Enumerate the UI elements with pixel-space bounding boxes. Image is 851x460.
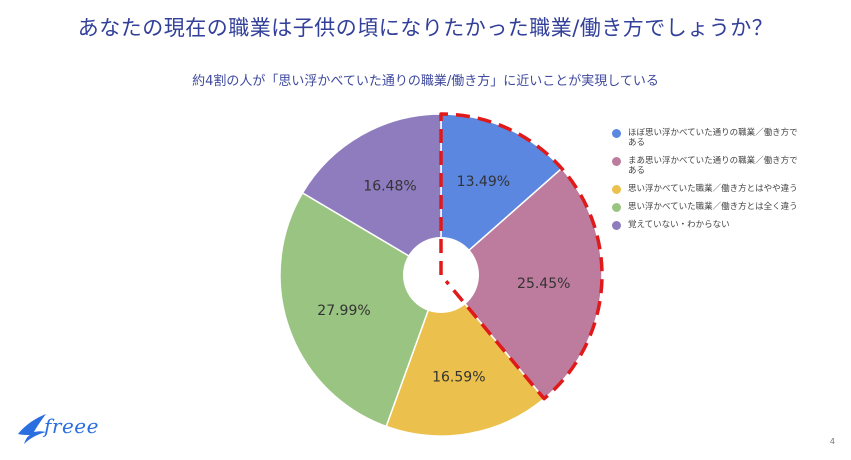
chart-legend: ほぼ思い浮かべていた通りの職業／働き方で ある まあ思い浮かべていた通りの職業／… [612, 128, 837, 238]
slice-value-label-1: 13.49% [457, 174, 510, 190]
page-number: 4 [829, 437, 835, 446]
legend-dot-5 [612, 221, 621, 230]
legend-label-1-line1: ほぼ思い浮かべていた通りの職業／働き方で [628, 128, 798, 138]
legend-item-5: 覚えていない・わからない [612, 220, 837, 230]
legend-dot-4 [612, 203, 621, 212]
slice-value-label-5: 16.48% [363, 178, 416, 194]
slice-value-label-3: 16.59% [432, 369, 485, 385]
freee-logo-bird-icon [18, 414, 46, 444]
legend-label-2-line1: まあ思い浮かべていた通りの職業／働き方で [628, 156, 798, 166]
legend-label-2-line2: ある [628, 166, 646, 176]
slice-value-label-4: 27.99% [317, 303, 370, 319]
highlight-outline [439, 112, 604, 401]
legend-dot-1 [612, 129, 621, 138]
chart-subtitle: 約4割の人が「思い浮かべていた通りの職業/働き方」に近いことが実現している [192, 74, 659, 89]
slice-value-label-2: 25.45% [517, 276, 570, 292]
legend-dot-2 [612, 157, 621, 166]
page-title: あなたの現在の職業は子供の頃になりたかった職業/働き方でしょうか？ [77, 16, 774, 40]
legend-dot-3 [612, 185, 621, 194]
legend-item-4: 思い浮かべていた職業／働き方とは全く違う [612, 202, 837, 212]
legend-label-3: 思い浮かべていた職業／働き方とはやや違う [628, 184, 798, 194]
legend-item-3: 思い浮かべていた職業／働き方とはやや違う [612, 184, 837, 194]
freee-logo-text: freee [44, 414, 99, 438]
legend-label-1-line2: ある [628, 138, 646, 148]
legend-item-1: ほぼ思い浮かべていた通りの職業／働き方で ある [612, 128, 837, 148]
pie-slice-3 [385, 273, 546, 437]
legend-label-5: 覚えていない・わからない [628, 220, 730, 230]
legend-label-4: 思い浮かべていた職業／働き方とは全く違う [628, 202, 798, 212]
pie-slice-5 [301, 113, 442, 277]
legend-item-2: まあ思い浮かべていた通りの職業／働き方で ある [612, 156, 837, 176]
